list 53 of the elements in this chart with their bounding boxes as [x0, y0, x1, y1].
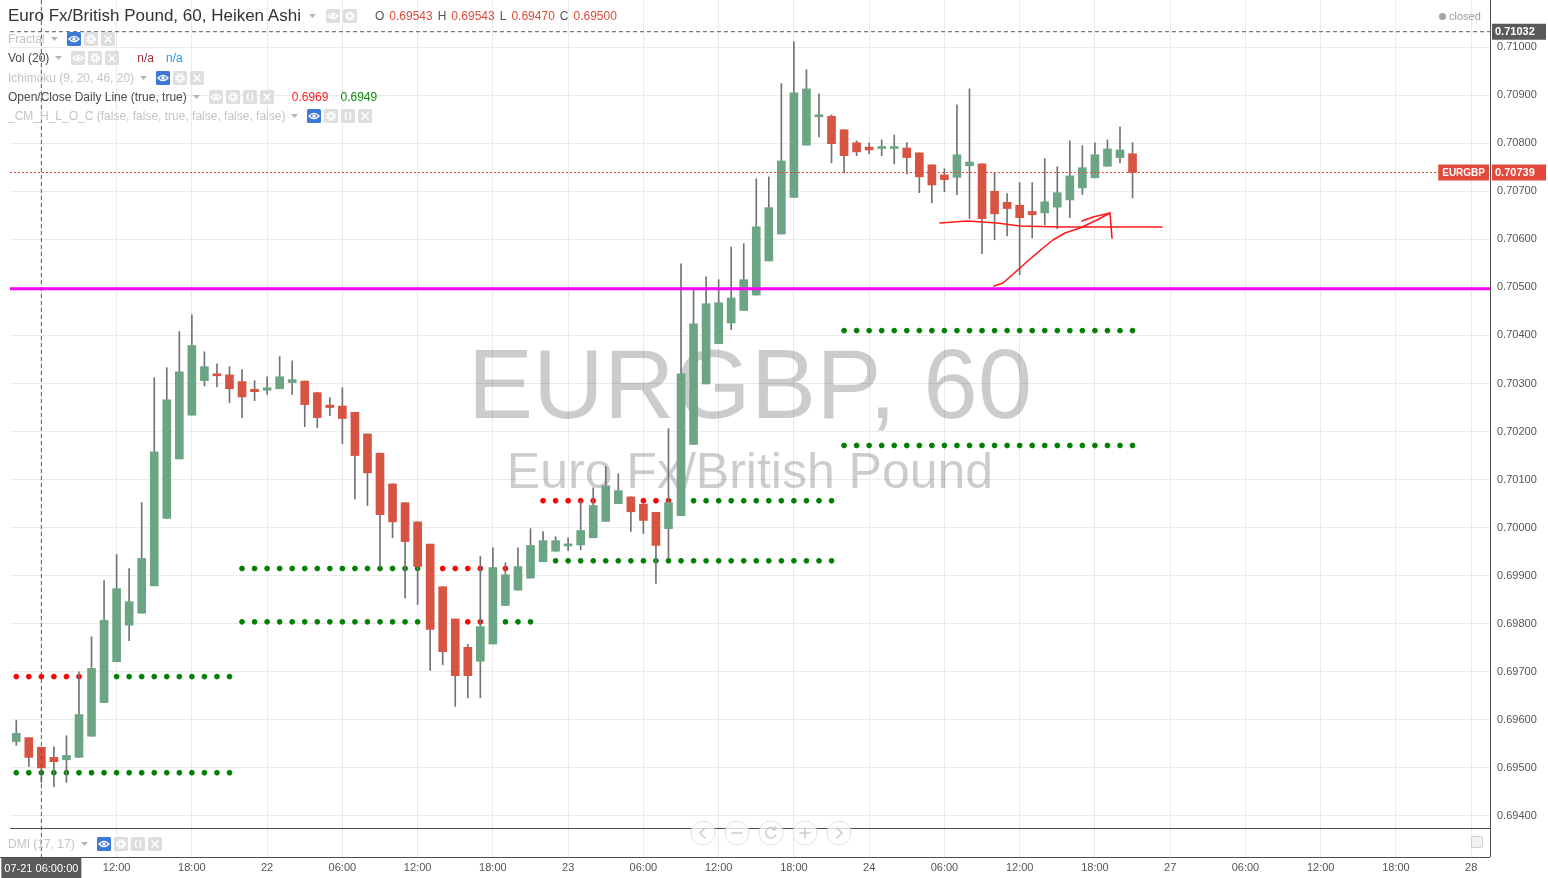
text: O 0.69543 H 0.69543 L 0.69470 C 0.69500: [374, 9, 617, 23]
y-tick-label: 0.70200: [1497, 424, 1537, 437]
x-tick-label: 27: [1164, 860, 1177, 873]
annotation: _CM_H_L_O_C (false, false, true, false, false, false): [8, 108, 286, 124]
text: DMI (17, 17): [8, 836, 75, 852]
x-tick-label: 18:00: [1081, 860, 1109, 873]
annotation: Vol (20): [8, 50, 50, 66]
y-tick-label: 0.70600: [1497, 232, 1537, 245]
x-tick-label: 22: [260, 860, 274, 873]
x-tick-label: 06:00: [930, 860, 959, 873]
y-tick-label: 0.69400: [1497, 809, 1537, 822]
x-tick-label: 12:00: [403, 860, 432, 873]
y-tick-label: 0.70900: [1497, 88, 1537, 101]
y-tick-label: 0.70500: [1497, 280, 1537, 293]
x-tick-label: 18:00: [1382, 860, 1410, 873]
annotation: 0.6949: [340, 89, 378, 105]
annotation: n/a: [166, 50, 183, 66]
x-tick-label: 24: [863, 860, 876, 873]
y-tick-label: 0.69800: [1497, 616, 1537, 629]
x-tick-label: 28: [1465, 860, 1478, 873]
x-tick-label: 18:00: [479, 860, 507, 873]
y-tick-label: 0.69700: [1497, 664, 1537, 677]
y-tick-label: 0.69900: [1497, 568, 1537, 581]
y-tick-label: 0.70800: [1497, 136, 1537, 149]
x-tick-label: 18:00: [178, 860, 206, 873]
x-tick-label: 12:00: [1306, 860, 1335, 873]
y-tick-label: 0.71000: [1497, 40, 1537, 53]
y-tick-label: 0.70700: [1497, 184, 1537, 197]
annotation: closed: [1449, 10, 1481, 22]
x-tick-label: 06:00: [1231, 860, 1260, 873]
y-tick-label: 0.69600: [1497, 712, 1537, 725]
annotation: Ichimoku (9, 20, 46, 20): [8, 70, 135, 86]
y-tick-label: 0.69500: [1497, 760, 1537, 773]
x-tick-label: 23: [562, 860, 575, 873]
x-tick-label: 07-21 06:00:00: [4, 861, 79, 874]
y-tick-label: 0.70400: [1497, 328, 1537, 341]
annotation: Open/Close Daily Line (true, true): [8, 89, 187, 105]
annotation: 0.6969: [291, 89, 329, 105]
x-tick-label: 12:00: [102, 860, 131, 873]
y-tick-label: 0.70100: [1497, 472, 1537, 485]
annotation: Fractal: [8, 31, 45, 47]
x-tick-label: 12:00: [704, 860, 733, 873]
ref-line-label: 0.70739: [1495, 166, 1535, 179]
annotation: n/a: [137, 50, 155, 66]
y-tick-label: 0.70000: [1497, 520, 1537, 533]
annotation: EURGBP: [1442, 166, 1486, 178]
y-tick-label: 0.70300: [1497, 376, 1537, 389]
chart-title: Euro Fx/British Pound, 60, Heiken Ashi: [8, 5, 301, 27]
x-tick-label: 06:00: [328, 860, 357, 873]
ref-line-label: 0.71032: [1495, 25, 1535, 38]
x-tick-label: 06:00: [629, 860, 658, 873]
x-tick-label: 18:00: [780, 860, 808, 873]
x-tick-label: 12:00: [1005, 860, 1034, 873]
